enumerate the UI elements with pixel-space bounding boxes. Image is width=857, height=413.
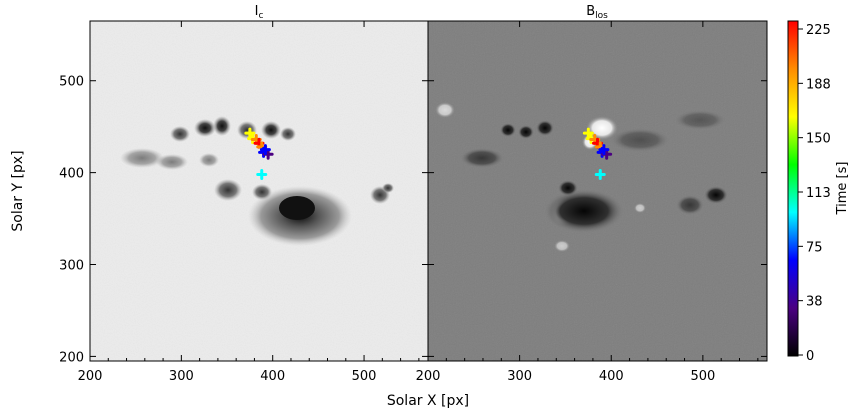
left-panel-ticks: 200 300 400 500 200 300 400 500 — [59, 21, 428, 384]
left-panel: 200 300 400 500 200 300 400 500 Ic Solar Y [px] — [10, 4, 429, 384]
y-axis-label: Solar Y [px] — [10, 150, 26, 231]
time-marker — [256, 168, 268, 180]
x-tick-label: 300 — [507, 369, 532, 384]
colorbar-tick-label: 113 — [806, 186, 831, 201]
colorbar-tick-label: 75 — [806, 240, 823, 255]
colorbar-tick-label: 0 — [806, 349, 814, 364]
right-panel-ticks: 200 300 400 500 — [416, 21, 767, 384]
time-marker — [244, 127, 256, 139]
colorbar-tick-label: 38 — [806, 295, 823, 310]
y-tick-label: 200 — [59, 350, 84, 365]
time-marker — [259, 144, 271, 156]
right-panel: 200 300 400 500 Blos — [416, 4, 768, 384]
x-tick-label: 400 — [599, 369, 624, 384]
left-panel-title: Ic — [255, 4, 264, 21]
time-marker — [594, 168, 606, 180]
left-panel-markers — [244, 127, 274, 180]
colorbar-tick-label: 150 — [806, 132, 831, 147]
x-tick-label: 400 — [260, 369, 285, 384]
colorbar-gradient — [787, 20, 799, 357]
colorbar-tick-label: 188 — [806, 77, 831, 92]
right-panel-markers — [582, 127, 613, 180]
colorbar-tick-label: 225 — [806, 23, 831, 38]
continuum-image — [90, 21, 428, 361]
x-axis-label: Solar X [px] — [387, 393, 469, 409]
right-panel-frame — [427, 20, 768, 362]
y-tick-label: 500 — [59, 75, 84, 90]
x-tick-label: 200 — [416, 369, 441, 384]
colorbar: 225 188 150 113 75 38 0 Time [s] — [787, 20, 850, 364]
x-tick-label: 500 — [690, 369, 715, 384]
right-panel-title: Blos — [586, 4, 608, 21]
y-tick-label: 300 — [59, 259, 84, 274]
time-marker — [582, 127, 594, 139]
colorbar-ticks: 225 188 150 113 75 38 0 — [798, 23, 831, 364]
x-tick-label: 500 — [352, 369, 377, 384]
time-marker — [598, 144, 610, 156]
magnetogram-image — [428, 21, 767, 361]
y-tick-label: 400 — [59, 167, 84, 182]
x-tick-label: 200 — [78, 369, 103, 384]
colorbar-label: Time [s] — [835, 162, 850, 216]
x-tick-label: 300 — [169, 369, 194, 384]
